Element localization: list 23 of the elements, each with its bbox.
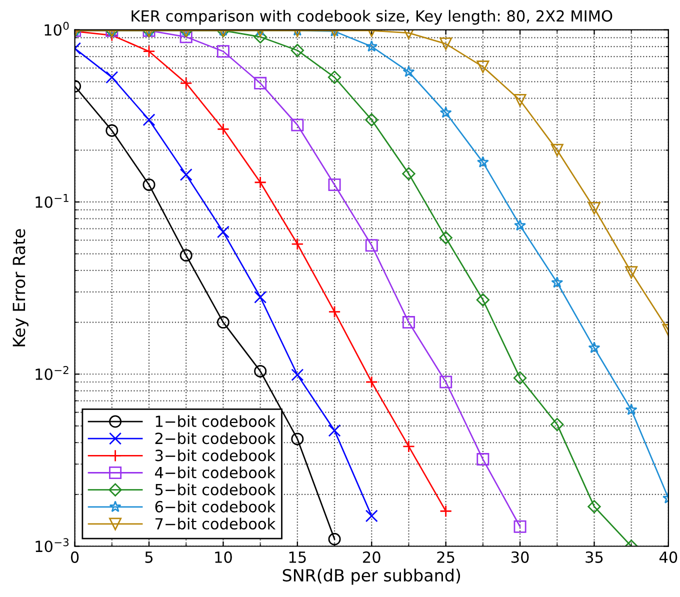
x-tick-label: 0	[70, 551, 79, 563]
x-axis-title: SNR(dB per subband)	[282, 568, 460, 585]
y-tick-label: 10$^{−2}$	[36, 366, 68, 380]
y-axis-title: Key Error Rate	[12, 229, 28, 346]
legend-label: 3−bit codebook	[155, 449, 276, 462]
chart-title: KER comparison with codebook size, Key length: 80, 2X2 MIMO	[132, 10, 612, 25]
legend-label: 7−bit codebook	[156, 518, 276, 530]
x-tick-label: 10	[215, 551, 232, 563]
y-tick-label: 10$^{−1}$	[36, 194, 68, 208]
x-tick-label: 25	[437, 551, 454, 563]
legend-label: 5−bit codebook	[155, 484, 276, 496]
y-tick-label: 10$^{0}$	[44, 22, 69, 36]
y-tick-label: 10$^{−3}$	[36, 538, 69, 552]
x-tick-label: 30	[511, 551, 529, 563]
x-tick-label: 15	[289, 552, 306, 563]
legend-label: 6−bit codebook	[155, 500, 276, 512]
x-tick-label: 5	[145, 552, 153, 563]
legend-label: 2−bit codebook	[155, 432, 276, 444]
legend-label: 4−bit codebook	[154, 466, 276, 478]
x-tick-label: 40	[659, 551, 678, 563]
x-tick-label: 20	[363, 551, 380, 563]
x-tick-label: 35	[586, 551, 603, 563]
legend-label: 1−bit codebook	[156, 415, 276, 428]
